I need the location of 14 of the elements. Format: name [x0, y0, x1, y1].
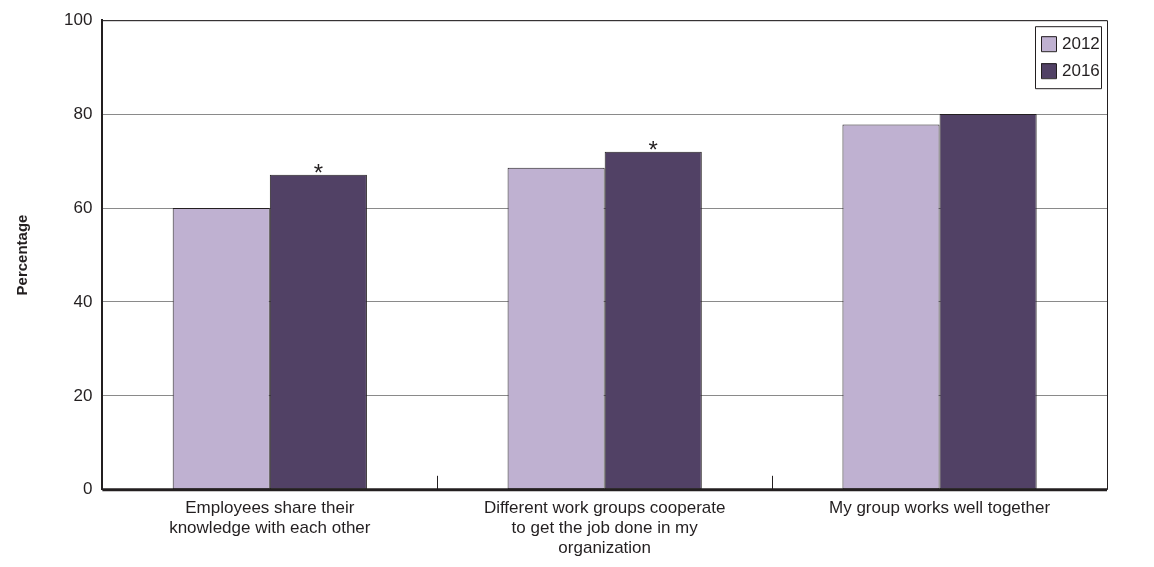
y-tick-label: 40: [73, 291, 93, 311]
legend-label: 2016: [1062, 60, 1100, 80]
x-tick-label: My group works well together: [829, 497, 1051, 517]
y-axis-title: Percentage: [13, 214, 31, 296]
y-tick-label: 80: [73, 103, 93, 123]
y-tick-label: 100: [63, 9, 93, 29]
data-label: *: [648, 136, 658, 164]
x-tick-label: Different work groups cooperate to get the job done in my organization: [483, 497, 726, 558]
y-tick-label: 20: [73, 385, 93, 405]
legend-label: 2012: [1062, 33, 1100, 53]
y-tick-label: 60: [73, 197, 93, 217]
x-tick-label: Employees share their knowledge with each other: [169, 497, 371, 538]
data-label: *: [313, 159, 324, 187]
y-tick-label: 0: [82, 479, 93, 499]
